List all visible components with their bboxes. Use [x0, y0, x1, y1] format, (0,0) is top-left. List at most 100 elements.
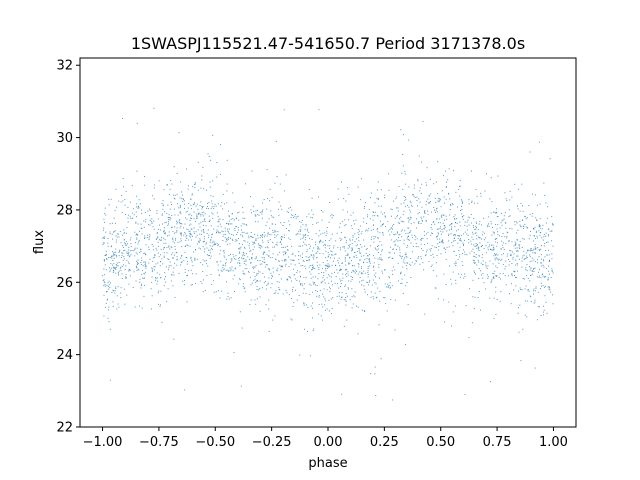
data-point	[357, 333, 359, 335]
data-point	[233, 291, 235, 293]
data-point	[405, 196, 407, 198]
data-point	[374, 292, 376, 294]
data-point	[366, 248, 368, 250]
data-point	[200, 187, 202, 189]
data-point	[327, 252, 329, 254]
data-point	[539, 268, 541, 270]
data-point	[498, 235, 500, 237]
data-point	[524, 215, 526, 217]
data-point	[337, 198, 339, 200]
data-point	[427, 210, 429, 212]
data-point	[360, 255, 362, 257]
data-point	[269, 239, 271, 241]
data-point	[448, 301, 450, 303]
data-point	[324, 247, 326, 249]
data-point	[424, 213, 426, 215]
data-point	[397, 207, 399, 209]
data-point	[459, 179, 461, 181]
data-point	[513, 253, 515, 255]
data-point	[263, 231, 265, 233]
data-point	[180, 257, 182, 259]
data-point	[139, 251, 141, 253]
data-point	[318, 313, 320, 315]
data-point	[454, 226, 456, 228]
data-point	[234, 201, 236, 203]
data-point	[351, 228, 353, 230]
data-point	[368, 259, 370, 261]
data-point	[284, 190, 285, 192]
data-point	[451, 325, 453, 327]
data-point	[516, 250, 518, 252]
data-point	[242, 236, 244, 238]
data-point	[180, 232, 182, 234]
data-point	[242, 258, 244, 260]
data-point	[405, 265, 407, 267]
data-point	[219, 246, 221, 248]
data-point	[490, 221, 492, 223]
data-point	[205, 260, 207, 262]
data-point	[250, 250, 252, 252]
data-point	[453, 170, 455, 172]
data-point	[321, 219, 323, 221]
data-point	[123, 264, 125, 266]
data-point	[189, 224, 191, 226]
data-point	[535, 247, 537, 249]
data-point	[367, 270, 369, 272]
data-point	[133, 271, 135, 273]
data-point	[414, 197, 416, 199]
data-point	[133, 214, 135, 216]
data-point	[272, 223, 274, 225]
data-point	[203, 219, 205, 221]
data-point	[505, 198, 507, 200]
data-point	[332, 297, 334, 299]
data-point	[253, 266, 255, 268]
data-point	[120, 266, 122, 268]
data-point	[249, 276, 251, 278]
data-point	[181, 261, 183, 263]
data-point	[206, 247, 208, 249]
data-point	[387, 287, 389, 289]
data-point	[308, 259, 310, 261]
data-point	[152, 260, 154, 262]
data-point	[353, 220, 355, 222]
data-point	[475, 188, 477, 190]
data-point	[203, 238, 205, 240]
data-point	[400, 216, 402, 218]
data-point	[356, 256, 358, 258]
data-point	[232, 234, 234, 236]
data-point	[242, 211, 244, 213]
data-point	[473, 252, 475, 254]
data-point	[130, 254, 132, 256]
data-point	[288, 294, 290, 296]
data-point	[365, 252, 367, 254]
data-point	[206, 189, 208, 191]
data-point	[354, 223, 356, 225]
data-point	[276, 281, 278, 283]
data-point	[375, 276, 376, 278]
data-point	[328, 299, 330, 301]
data-point	[409, 209, 411, 211]
data-point	[276, 242, 278, 244]
data-point	[380, 254, 382, 256]
data-point	[266, 169, 268, 171]
data-point	[365, 230, 367, 232]
data-point	[531, 270, 533, 272]
data-point	[425, 182, 427, 184]
data-point	[113, 267, 115, 269]
data-point	[509, 293, 511, 295]
data-point	[373, 235, 375, 237]
data-point	[406, 282, 408, 283]
data-point	[208, 249, 209, 251]
data-point	[364, 310, 366, 312]
data-point	[470, 243, 472, 245]
data-point	[279, 183, 281, 185]
data-point	[233, 219, 235, 221]
data-point	[446, 230, 448, 232]
data-point	[167, 288, 169, 290]
data-point	[141, 277, 143, 279]
data-point	[453, 240, 455, 242]
data-point	[163, 227, 165, 229]
data-point	[324, 309, 326, 311]
data-point	[439, 226, 441, 228]
data-point	[464, 224, 466, 226]
